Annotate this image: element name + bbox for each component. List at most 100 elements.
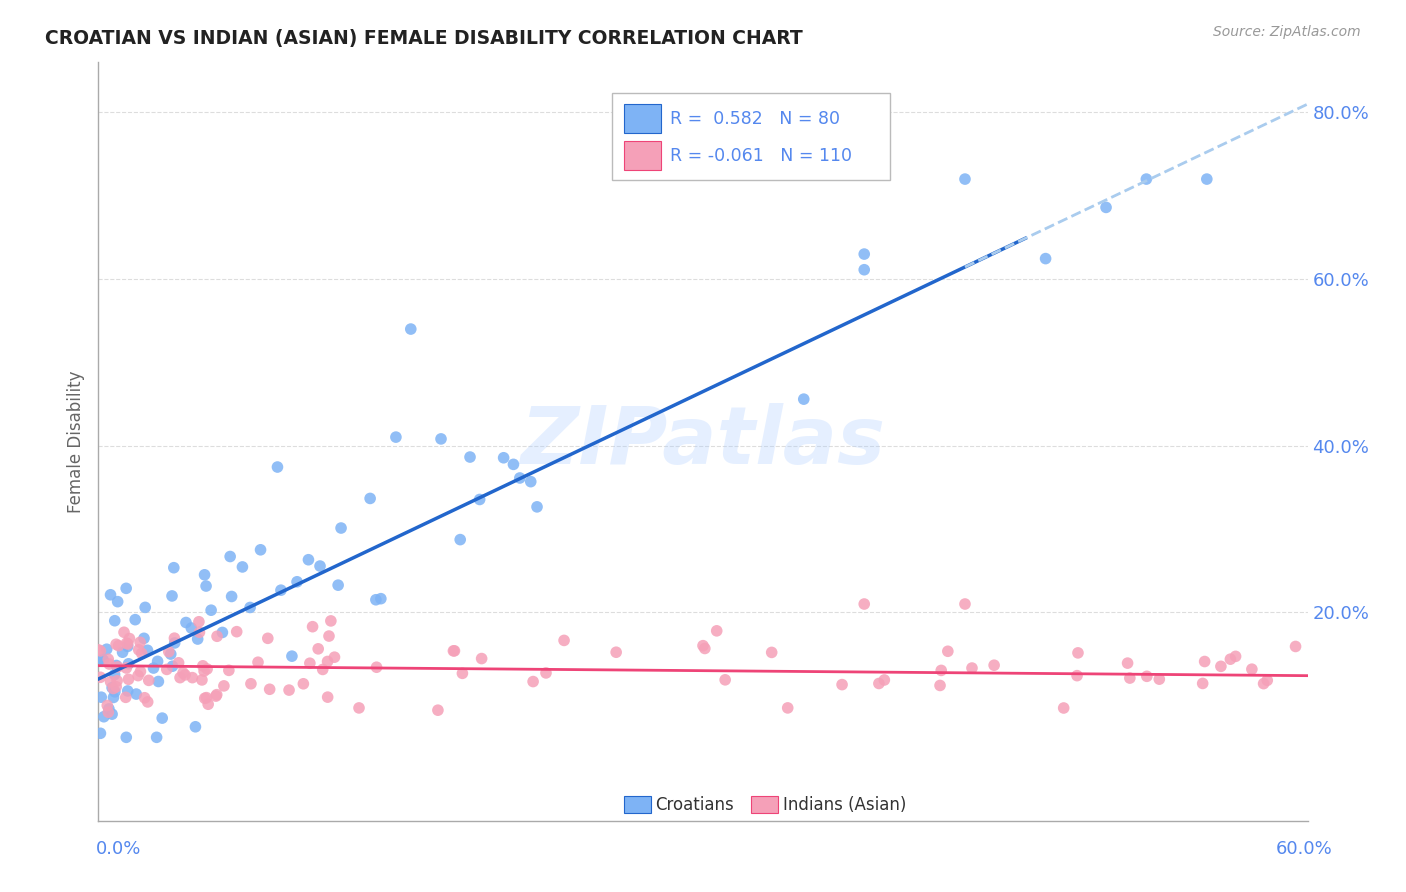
Point [468,492,491,507]
Point [831,677,853,691]
Point [195,690,218,705]
Point [194,691,217,706]
Point [307,641,329,656]
Point [259,682,281,697]
Point [266,460,288,475]
Point [100,588,122,602]
Point [134,690,156,705]
Point [1253,676,1275,690]
Point [167,656,190,670]
Point [103,681,125,696]
Point [145,731,167,745]
Point [187,615,209,629]
Text: 60.0%: 60.0% [1277,840,1333,858]
Point [107,639,129,653]
Point [156,662,179,676]
Point [100,674,122,689]
Point [868,676,890,690]
Point [366,660,388,674]
Point [107,594,129,608]
Point [359,491,381,506]
Text: ZIPatlas: ZIPatlas [520,402,886,481]
Point [292,677,315,691]
Point [124,613,146,627]
Point [211,625,233,640]
Point [117,637,139,651]
Point [426,703,449,717]
Point [1119,671,1142,685]
Point [522,674,544,689]
Point [132,632,155,646]
Point [197,698,219,712]
Point [96,698,118,713]
Point [853,262,876,277]
Point [776,701,799,715]
Text: R =  0.582   N = 80: R = 0.582 N = 80 [671,110,841,128]
Point [163,631,186,645]
Point [128,643,150,657]
Point [1191,676,1213,690]
Point [605,645,627,659]
Point [136,643,159,657]
Point [118,632,141,646]
Point [239,600,262,615]
Point [101,681,124,695]
Point [1035,252,1057,266]
Point [115,731,138,745]
Point [117,673,139,687]
Point [1149,672,1171,686]
Point [318,629,340,643]
Point [193,664,215,678]
Point [87,643,110,657]
Point [873,673,896,687]
Point [162,659,184,673]
Point [136,695,159,709]
Point [188,625,211,640]
Point [385,430,408,444]
Point [502,458,524,472]
Point [115,582,138,596]
FancyBboxPatch shape [613,93,890,180]
Point [256,632,278,646]
Point [347,701,370,715]
Point [714,673,737,687]
Point [526,500,548,514]
Point [692,639,714,653]
Point [142,661,165,675]
Point [225,624,247,639]
Point [181,671,204,685]
Point [249,542,271,557]
Point [89,670,111,684]
Point [163,560,186,574]
Point [936,644,959,658]
Point [929,678,952,692]
Point [219,549,242,564]
Point [205,689,228,703]
Point [281,649,304,664]
Point [693,641,716,656]
Point [1053,701,1076,715]
Point [519,475,541,489]
Point [1195,172,1218,186]
Point [174,668,197,682]
Point [195,579,218,593]
Point [278,683,301,698]
Point [364,592,387,607]
Point [983,658,1005,673]
Point [1194,655,1216,669]
Point [115,636,138,650]
Text: 0.0%: 0.0% [96,840,141,858]
Point [953,597,976,611]
Point [98,657,121,671]
Point [104,667,127,681]
Point [134,600,156,615]
Point [96,642,118,657]
Point [430,432,453,446]
Point [150,711,173,725]
Point [441,644,464,658]
Bar [624,797,651,814]
Point [91,652,114,666]
Point [443,644,465,658]
Point [316,655,339,669]
Bar [624,141,661,170]
